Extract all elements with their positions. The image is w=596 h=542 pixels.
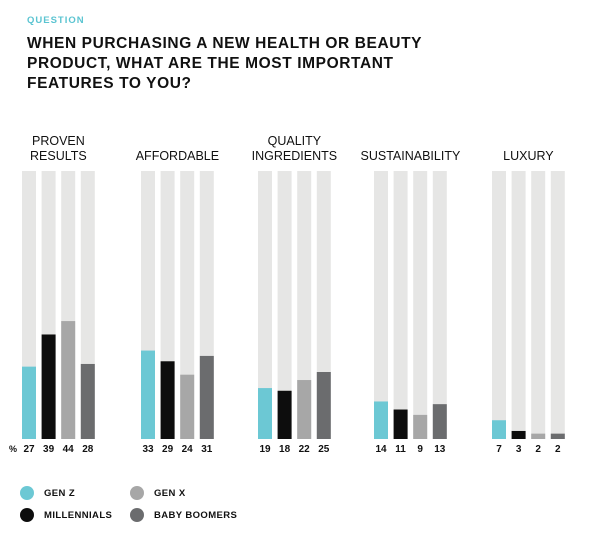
question-kicker: QUESTION <box>27 15 85 26</box>
bar <box>297 380 312 439</box>
bar-track <box>492 171 506 439</box>
category-label: RESULTS <box>30 149 87 163</box>
bar-value-label: 2 <box>535 444 541 455</box>
legend-swatch-baby-boomers <box>130 508 144 522</box>
bar-track <box>531 171 546 439</box>
legend-swatch-gen-z <box>20 486 34 500</box>
bar-track <box>180 171 195 439</box>
unit-label: % <box>9 444 17 454</box>
bar-value-label: 29 <box>162 444 174 455</box>
category-label: LUXURY <box>503 149 554 163</box>
bar-track <box>432 171 447 439</box>
bar-value-label: 22 <box>299 444 311 455</box>
bar <box>492 420 506 439</box>
bar-value-label: 33 <box>142 444 154 455</box>
bar-value-label: 7 <box>496 444 502 455</box>
bar <box>550 433 565 439</box>
bar-value-label: 24 <box>182 444 194 455</box>
legend-swatch-millennials <box>20 508 34 522</box>
bar-value-label: 9 <box>417 444 423 455</box>
legend-label-gen-x: GEN X <box>154 487 186 499</box>
legend: GEN Z MILLENNIALS GEN X BABY BOOMERS <box>20 486 280 530</box>
bar-value-label: 27 <box>23 444 35 455</box>
bar-track <box>374 171 388 439</box>
category-label: INGREDIENTS <box>252 149 337 163</box>
bar <box>22 366 36 439</box>
category-label: AFFORDABLE <box>136 149 219 163</box>
legend-item-baby-boomers: BABY BOOMERS <box>130 508 237 522</box>
bar-value-label: 44 <box>63 444 75 455</box>
legend-label-millennials: MILLENNIALS <box>44 509 113 521</box>
bar-value-label: 18 <box>279 444 291 455</box>
bar-track <box>258 171 272 439</box>
bar <box>199 355 214 439</box>
bar <box>160 361 175 439</box>
bar <box>374 401 388 439</box>
bar-value-label: 19 <box>259 444 271 455</box>
bar <box>393 409 408 439</box>
bar <box>277 390 292 439</box>
bar-track <box>550 171 565 439</box>
bar-value-label: 2 <box>555 444 561 455</box>
bar <box>80 363 95 439</box>
chart-title: WHEN PURCHASING A NEW HEALTH OR BEAUTY P… <box>27 35 422 92</box>
bar <box>432 404 447 439</box>
bar <box>316 372 331 439</box>
legend-item-millennials: MILLENNIALS <box>20 508 112 522</box>
bar-value-label: 14 <box>375 444 387 455</box>
legend-item-gen-z: GEN Z <box>20 486 75 500</box>
bar-track <box>511 171 526 439</box>
bar-track <box>413 171 428 439</box>
bar-value-label: 11 <box>395 444 406 455</box>
bar-value-label: 31 <box>201 444 213 455</box>
category-label: SUSTAINABILITY <box>361 149 461 163</box>
bar-track <box>277 171 292 439</box>
legend-item-gen-x: GEN X <box>130 486 186 500</box>
bar-value-label: 13 <box>434 444 446 455</box>
bar-value-label: 28 <box>82 444 94 455</box>
bar-track <box>393 171 408 439</box>
bar-value-label: 3 <box>516 444 522 455</box>
bar-value-label: 25 <box>318 444 330 455</box>
bar <box>511 430 526 439</box>
bar <box>141 350 155 439</box>
bar-track <box>297 171 312 439</box>
bar <box>180 374 195 439</box>
bar <box>41 334 56 439</box>
legend-swatch-gen-x <box>130 486 144 500</box>
legend-label-gen-z: GEN Z <box>44 487 76 499</box>
legend-label-baby-boomers: BABY BOOMERS <box>154 509 238 521</box>
bar <box>413 414 428 439</box>
bar <box>61 321 76 439</box>
bar <box>258 388 272 439</box>
bar-value-label: 39 <box>43 444 55 455</box>
category-label: PROVEN <box>32 134 85 148</box>
bar <box>531 433 546 439</box>
category-label: QUALITY <box>268 134 322 148</box>
